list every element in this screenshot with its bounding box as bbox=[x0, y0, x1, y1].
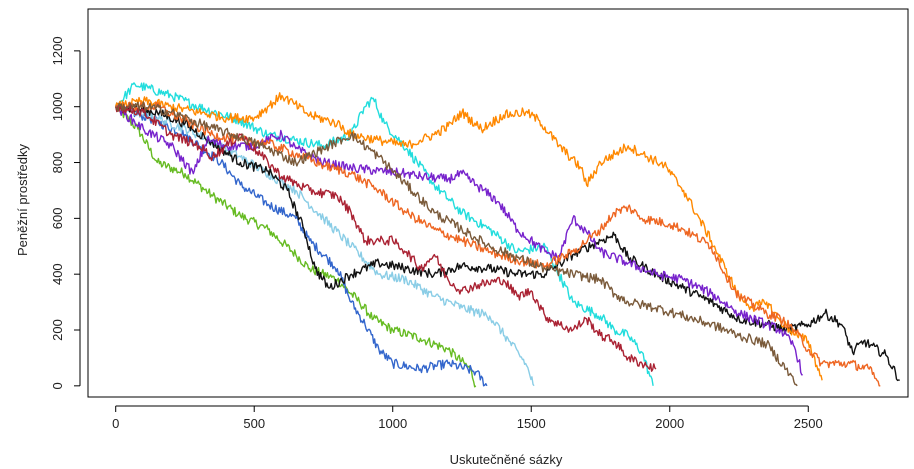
y-tick-label: 200 bbox=[50, 319, 65, 341]
y-axis: 0 200 400 600 800 1000 1200 bbox=[50, 36, 81, 389]
y-axis-title: Peněžní prostředky bbox=[15, 144, 30, 257]
x-axis: 0 500 1000 1500 2000 2500 bbox=[112, 405, 823, 431]
series-layer bbox=[115, 82, 900, 388]
series-line-9 bbox=[115, 104, 657, 372]
y-tick-label: 1200 bbox=[50, 36, 65, 65]
y-tick-label: 400 bbox=[50, 263, 65, 285]
series-line-1 bbox=[115, 105, 477, 388]
series-line-6 bbox=[115, 103, 803, 376]
plot-frame bbox=[87, 8, 909, 398]
x-tick-label: 500 bbox=[243, 416, 265, 431]
series-line-4 bbox=[115, 103, 535, 387]
x-tick-label: 2000 bbox=[655, 416, 684, 431]
x-tick-label: 2500 bbox=[794, 416, 823, 431]
x-tick-label: 0 bbox=[112, 416, 119, 431]
x-axis-title: Uskutečněné sázky bbox=[450, 452, 563, 467]
series-line-10 bbox=[115, 101, 798, 387]
y-tick-label: 0 bbox=[50, 382, 65, 389]
series-line-7 bbox=[115, 92, 823, 381]
x-tick-label: 1000 bbox=[378, 416, 407, 431]
x-tick-label: 1500 bbox=[517, 416, 546, 431]
y-tick-label: 600 bbox=[50, 208, 65, 230]
y-tick-label: 800 bbox=[50, 152, 65, 174]
series-line-3 bbox=[115, 82, 654, 386]
y-tick-label: 1000 bbox=[50, 92, 65, 121]
series-line-8 bbox=[115, 101, 881, 387]
